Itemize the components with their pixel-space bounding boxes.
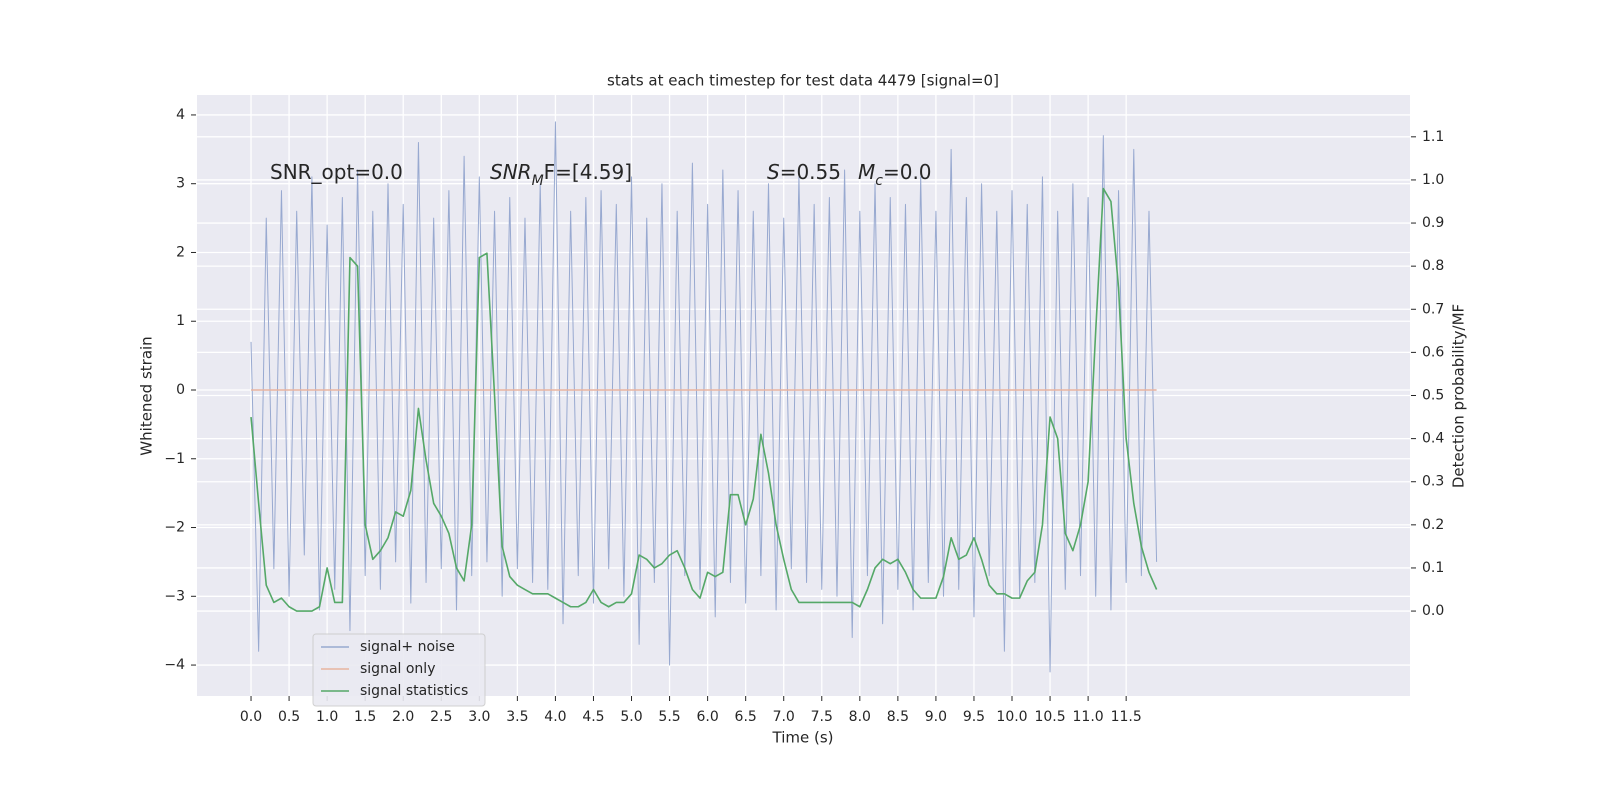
x-tick-label: 4.0 [544,709,566,725]
legend-box [312,633,486,707]
annotation-part: SNR [490,160,532,184]
x-tick-label: 3.5 [506,709,528,725]
marks [250,121,1158,673]
x-tick-label: 5.0 [620,709,642,725]
x-axis-label: Time (s) [772,729,834,747]
y2-tick-label: 0.5 [1422,388,1444,404]
y2-tick-label: 1.0 [1422,172,1444,188]
annotation-part: =0.0 [883,160,932,184]
legend-label: signal statistics [360,683,468,699]
x-tick-label: 8.5 [887,709,909,725]
y-tick-label: 0 [176,382,185,398]
annotation-part: c [875,173,883,189]
legend-label: signal+ noise [360,639,455,655]
annotation-part: =0.55 [780,160,841,184]
y2-tick-label: 0.2 [1422,517,1444,533]
series-line [250,121,1158,673]
annotation: S=0.55 [767,160,841,184]
y2-tick-label: 0.4 [1422,431,1444,447]
annotation-part: F=[4.59] [544,160,632,184]
annotation: Mc=0.0 [858,160,932,190]
x-tick-label: 9.5 [963,709,985,725]
y-tick-label: −3 [164,588,185,604]
legend: signal+ noise signal only signal statistic… [312,633,486,707]
y-tick-label: −2 [164,520,185,536]
x-tick-label: 5.5 [658,709,680,725]
x-tick-label: 0.0 [240,709,262,725]
annotation: SNRMF=[4.59] [490,160,632,190]
x-tick-label: 11.0 [1073,709,1104,725]
x-tick-label: 2.0 [392,709,414,725]
x-tick-label: 8.0 [849,709,871,725]
y2-tick-label: 0.0 [1422,603,1444,619]
y-tick-label: 3 [176,176,185,192]
y2-tick-label: 0.6 [1422,344,1444,360]
x-tick-label: 3.0 [468,709,490,725]
chart-title: stats at each timestep for test data 447… [607,72,999,90]
x-tick-label: 7.0 [773,709,795,725]
x-tick-label: 9.0 [925,709,947,725]
y-tick-label: 4 [176,107,185,123]
annotation: SNR_opt=0.0 [270,160,403,184]
x-tick-label: 7.5 [811,709,833,725]
y2-tick-label: 0.7 [1422,301,1444,317]
annotation-part: S [767,160,780,184]
x-tick-label: 11.5 [1111,709,1142,725]
x-tick-label: 10.0 [996,709,1027,725]
x-tick-label: 4.5 [582,709,604,725]
y-axis-label: Whitened strain [138,336,156,455]
annotation-part: M [532,173,544,189]
y-tick-label: −4 [164,657,185,673]
y2-axis-label: Detection probability/MF [1450,304,1468,488]
y2-tick-label: 1.1 [1422,129,1444,145]
annotation-part: SNR_opt=0.0 [270,160,403,184]
x-tick-label: 2.5 [430,709,452,725]
y-tick-label: −1 [164,451,185,467]
y2-tick-label: 0.9 [1422,215,1444,231]
legend-label: signal only [360,661,435,677]
y2-tick-label: 0.3 [1422,474,1444,490]
y-tick-label: 1 [176,313,185,329]
x-tick-label: 10.5 [1034,709,1065,725]
x-tick-label: 6.5 [735,709,757,725]
y2-tick-label: 0.8 [1422,258,1444,274]
labels: 0.0 0.5 1.0 1.5 2.0 2.5 3.0 3.5 4.0 4.5 5.0 5.5 6.0 6… [164,107,1444,725]
y-tick-label: 2 [176,244,185,260]
x-tick-label: 1.0 [316,709,338,725]
x-tick-label: 1.5 [354,709,376,725]
x-tick-label: 6.0 [696,709,718,725]
annotation-part: M [858,160,875,184]
y2-tick-label: 0.1 [1422,560,1444,576]
x-tick-label: 0.5 [278,709,300,725]
series-line [250,187,1158,612]
